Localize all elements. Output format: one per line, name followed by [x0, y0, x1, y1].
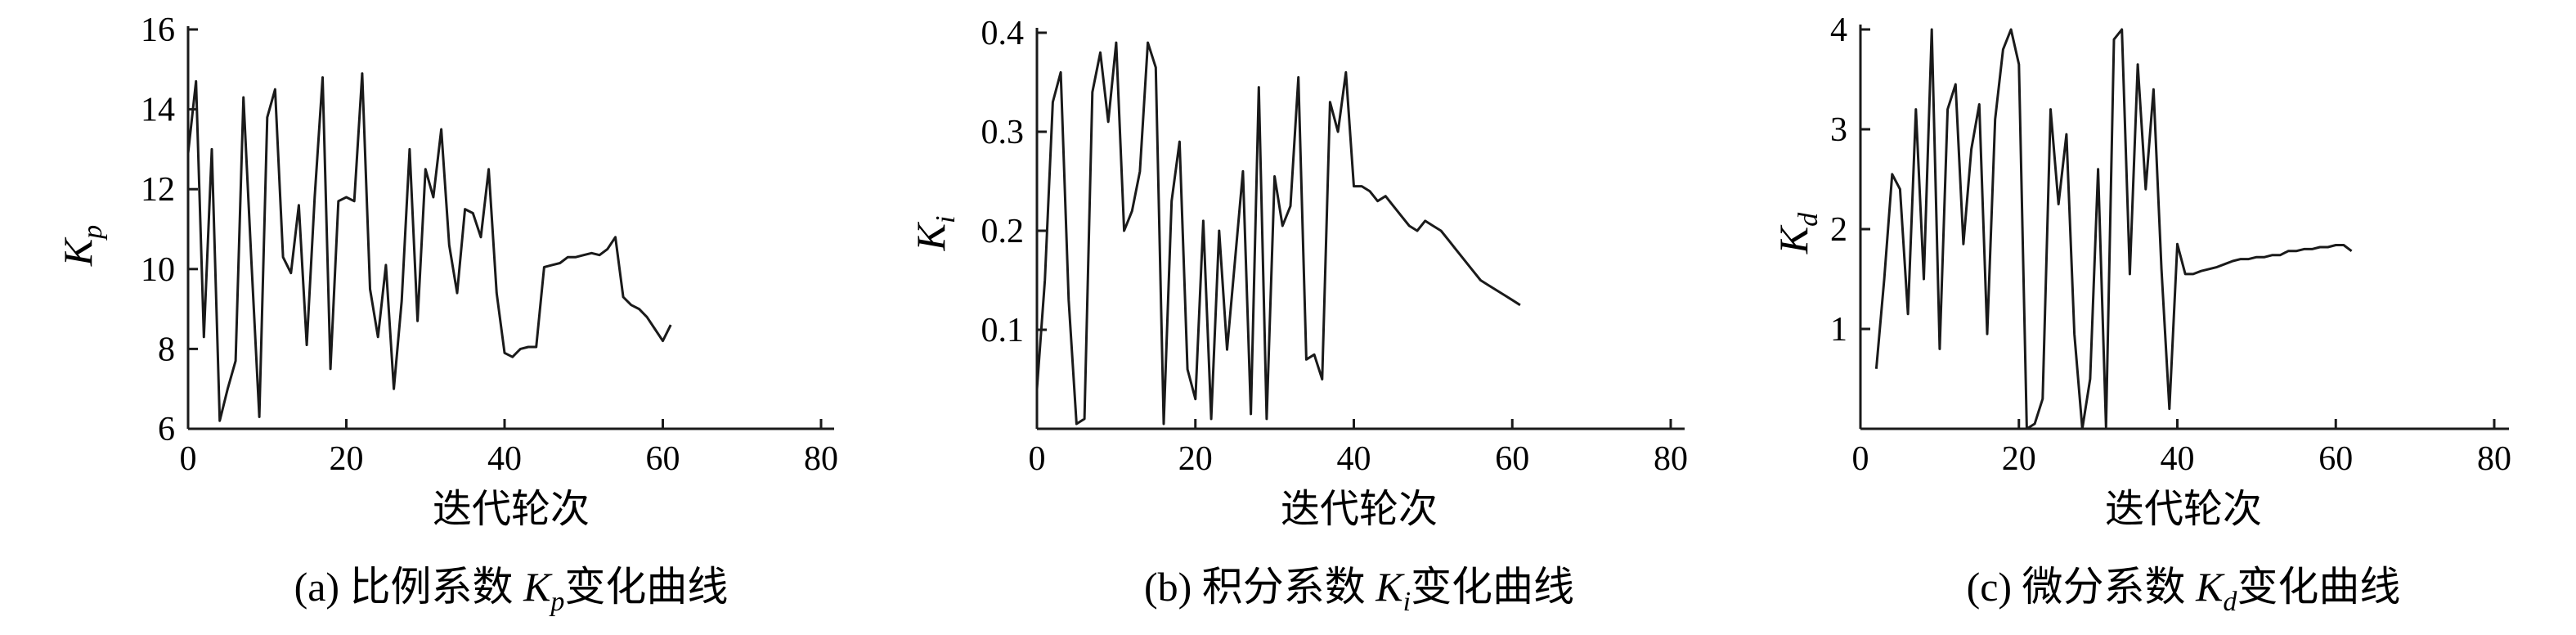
chart-c-y-tick-label: 3	[1830, 111, 1847, 149]
chart-c-y-ticks: 1 2 3 4	[1830, 11, 1870, 349]
chart-a-y-tick-label: 16	[141, 11, 175, 49]
chart-a-x-tick-label: 0	[180, 440, 197, 478]
chart-b-y-tick-label: 0.3	[981, 114, 1025, 151]
chart-a-ylabel: Kp	[55, 225, 108, 267]
chart-b-y-tick-label: 0.4	[981, 15, 1025, 52]
chart-a-x-tick-label: 60	[646, 440, 680, 478]
chart-c-x-tick-label: 40	[2161, 440, 2195, 478]
chart-b-y-ticks: 0.1 0.2 0.3 0.4	[981, 15, 1047, 349]
chart-c-x-tick-label: 20	[2002, 440, 2036, 478]
chart-c-series-line	[1874, 28, 2353, 430]
chart-c-x-tick-label: 60	[2318, 440, 2353, 478]
chart-b-x-tick-label: 0	[1029, 440, 1046, 478]
chart-c-y-tick-label: 4	[1830, 11, 1847, 49]
chart-b-ylabel: Ki	[908, 216, 961, 252]
chart-a-x-tick-label: 20	[330, 440, 364, 478]
chart-a-x-tick-label: 80	[804, 440, 838, 478]
chart-b: 0 20 40 60 80 0.1 0.2 0.3 0.4 Ki 迭代轮次 (b) 积分系数 …	[908, 15, 1688, 617]
chart-c-x-ticks: 0 20 40 60 80	[1852, 419, 2511, 478]
chart-c-x-tick-label: 80	[2477, 440, 2511, 478]
chart-b-y-tick-label: 0.1	[981, 312, 1025, 349]
chart-a-y-ticks: 6 8 10 12 14 16	[141, 11, 198, 448]
chart-a-x-tick-label: 40	[487, 440, 522, 478]
chart-c-caption: (c) 微分系数 Kd变化曲线	[1967, 564, 2401, 617]
chart-c: 0 20 40 60 80 1 2 3 4 Kd 迭代轮次 (c) 微分系数 Kd变化曲线	[1770, 11, 2511, 617]
chart-b-x-tick-label: 80	[1654, 440, 1688, 478]
chart-a-xlabel: 迭代轮次	[433, 488, 590, 531]
chart-a-y-tick-label: 6	[158, 411, 175, 448]
chart-c-y-tick-label: 1	[1830, 311, 1847, 349]
chart-a-x-ticks: 0 20 40 60 80	[180, 419, 838, 478]
chart-a: 0 20 40 60 80 6 8 10 12 14 16 Kp 迭代轮次 (a) 比例系数 Kp…	[55, 11, 838, 617]
chart-c-ylabel: Kd	[1770, 212, 1824, 254]
chart-c-y-tick-label: 2	[1830, 211, 1847, 249]
chart-b-series-line	[1035, 41, 1521, 426]
chart-c-x-tick-label: 0	[1852, 440, 1869, 478]
chart-a-y-tick-label: 10	[141, 251, 175, 289]
chart-a-y-tick-label: 14	[141, 92, 175, 129]
chart-a-caption: (a) 比例系数 Kp变化曲线	[294, 564, 729, 617]
chart-b-x-ticks: 0 20 40 60 80	[1029, 419, 1688, 478]
chart-c-xlabel: 迭代轮次	[2105, 488, 2262, 531]
chart-b-x-tick-label: 40	[1337, 440, 1371, 478]
chart-b-y-tick-label: 0.2	[981, 213, 1025, 250]
chart-b-caption: (b) 积分系数 Ki变化曲线	[1144, 564, 1574, 617]
chart-a-y-tick-label: 8	[158, 331, 175, 368]
chart-b-x-tick-label: 20	[1178, 440, 1213, 478]
chart-b-x-tick-label: 60	[1495, 440, 1529, 478]
chart-a-series-line	[186, 72, 672, 422]
chart-a-y-tick-label: 12	[141, 171, 175, 209]
chart-b-xlabel: 迭代轮次	[1281, 488, 1438, 531]
